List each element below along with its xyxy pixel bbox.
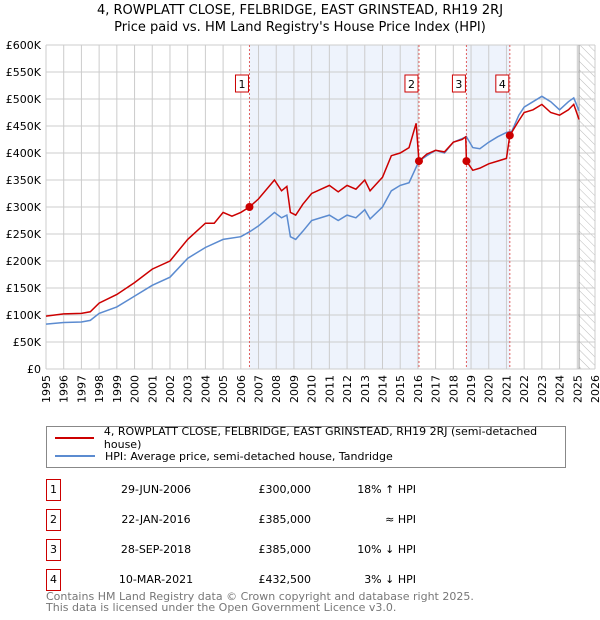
- sale-hpi: ≈ HPI: [385, 513, 416, 526]
- x-tick-label: 2014: [376, 375, 389, 403]
- y-tick-label: £250K: [6, 228, 42, 241]
- y-tick-label: £450K: [6, 120, 42, 133]
- sale-point: [245, 203, 254, 211]
- x-tick-label: 1997: [75, 375, 88, 403]
- sale-price: £432,500: [258, 573, 312, 586]
- y-tick-label: £500K: [6, 93, 42, 106]
- x-tick-label: 1998: [93, 375, 106, 403]
- legend: 4, ROWPLATT CLOSE, FELBRIDGE, EAST GRINS…: [46, 425, 566, 468]
- legend-item-property: 4, ROWPLATT CLOSE, FELBRIDGE, EAST GRINS…: [55, 425, 565, 451]
- sale-point: [505, 131, 514, 140]
- legend-swatch-blue: [55, 455, 95, 457]
- x-tick-label: 2019: [465, 375, 478, 403]
- sale-row: 2 22-JAN-2016 £385,000 ≈ HPI: [46, 509, 446, 531]
- x-tick-label: 2003: [182, 375, 195, 403]
- y-tick-label: £300K: [6, 201, 42, 214]
- sale-hpi: 3% ↓ HPI: [364, 573, 416, 586]
- sale-number: 4: [46, 569, 61, 591]
- sale-row: 1 29-JUN-2006 £300,000 18% ↑ HPI: [46, 479, 446, 501]
- y-tick-label: £0: [27, 363, 41, 376]
- sale-number: 2: [46, 509, 61, 531]
- x-tick-label: 2011: [323, 375, 336, 403]
- sale-marker-box: [404, 74, 419, 93]
- x-tick-label: 2020: [483, 375, 496, 403]
- y-tick-label: £100K: [6, 309, 42, 322]
- sale-marker-box: [234, 74, 249, 93]
- legend-item-hpi: HPI: Average price, semi-detached house,…: [55, 447, 393, 465]
- sale-point: [462, 157, 471, 166]
- x-tick-label: 2006: [235, 375, 248, 403]
- sale-price: £385,000: [258, 513, 312, 526]
- footer-licence: This data is licensed under the Open Gov…: [46, 601, 397, 614]
- legend-swatch-red: [55, 437, 94, 439]
- x-tick-label: 2000: [129, 375, 142, 403]
- x-tick-label: 2015: [394, 375, 407, 403]
- y-tick-label: £600K: [6, 39, 42, 52]
- y-tick-label: £550K: [6, 66, 42, 79]
- sale-marker-label: 3: [455, 78, 462, 91]
- legend-label: HPI: Average price, semi-detached house,…: [105, 449, 393, 463]
- hpi-line: [45, 95, 580, 325]
- sale-hpi: 10% ↓ HPI: [357, 543, 416, 556]
- x-tick-label: 2018: [447, 375, 460, 403]
- sale-row: 3 28-SEP-2018 £385,000 10% ↓ HPI: [46, 539, 446, 561]
- x-tick-label: 2004: [199, 375, 212, 403]
- sale-row: 4 10-MAR-2021 £432,500 3% ↓ HPI: [46, 569, 446, 591]
- sale-date: 10-MAR-2021: [118, 573, 194, 586]
- x-tick-label: 2024: [554, 375, 567, 403]
- y-tick-label: £50K: [13, 336, 42, 349]
- sale-point: [414, 157, 423, 166]
- x-tick-label: 2010: [306, 375, 319, 403]
- x-tick-label: 2009: [288, 375, 301, 403]
- sale-number: 3: [46, 539, 61, 561]
- x-tick-label: 2012: [341, 375, 354, 403]
- property-price-line: [45, 103, 580, 317]
- sale-hpi: 18% ↑ HPI: [357, 483, 416, 496]
- x-tick-label: 2007: [253, 375, 266, 403]
- sale-price: £385,000: [258, 543, 312, 556]
- x-tick-label: 2023: [536, 375, 549, 403]
- sale-marker-label: 1: [238, 78, 245, 91]
- y-tick-label: £350K: [6, 174, 42, 187]
- x-tick-label: 1996: [58, 375, 71, 403]
- x-tick-label: 2022: [518, 375, 531, 403]
- chart-subtitle: Price paid vs. HM Land Registry's House …: [114, 20, 486, 35]
- chart-title: 4, ROWPLATT CLOSE, FELBRIDGE, EAST GRINS…: [96, 3, 504, 18]
- sale-date: 28-SEP-2018: [120, 543, 192, 556]
- x-tick-label: 2017: [430, 375, 443, 403]
- x-tick-label: 2001: [146, 375, 159, 403]
- sale-date: 29-JUN-2006: [120, 483, 192, 496]
- sale-price: £300,000: [258, 483, 312, 496]
- x-tick-label: 2002: [164, 375, 177, 403]
- y-tick-label: £400K: [6, 147, 42, 160]
- y-tick-label: £200K: [6, 255, 42, 268]
- x-tick-label: 2013: [359, 375, 372, 403]
- x-tick-label: 2021: [500, 375, 513, 403]
- sale-number: 1: [46, 479, 61, 501]
- footer-copyright: Contains HM Land Registry data © Crown c…: [46, 590, 474, 603]
- plot-area: 1995 1996 1997 1998 1999 2000 2001 2002 2003 2004…: [6, 39, 600, 403]
- x-tick-label: 2025: [571, 375, 584, 403]
- sale-marker-box: [495, 74, 510, 93]
- sale-marker-label: 4: [499, 78, 506, 91]
- legend-label: 4, ROWPLATT CLOSE, FELBRIDGE, EAST GRINS…: [103, 425, 538, 451]
- x-tick-label: 1995: [40, 375, 53, 403]
- sale-marker-box: [451, 74, 466, 93]
- x-tick-label: 2026: [589, 375, 600, 403]
- sale-marker-label: 2: [408, 78, 415, 91]
- y-tick-label: £150K: [6, 282, 42, 295]
- x-tick-label: 1999: [111, 375, 124, 403]
- x-tick-label: 2008: [270, 375, 283, 403]
- sale-date: 22-JAN-2016: [121, 513, 191, 526]
- x-tick-label: 2016: [412, 375, 425, 403]
- x-tick-label: 2005: [217, 375, 230, 403]
